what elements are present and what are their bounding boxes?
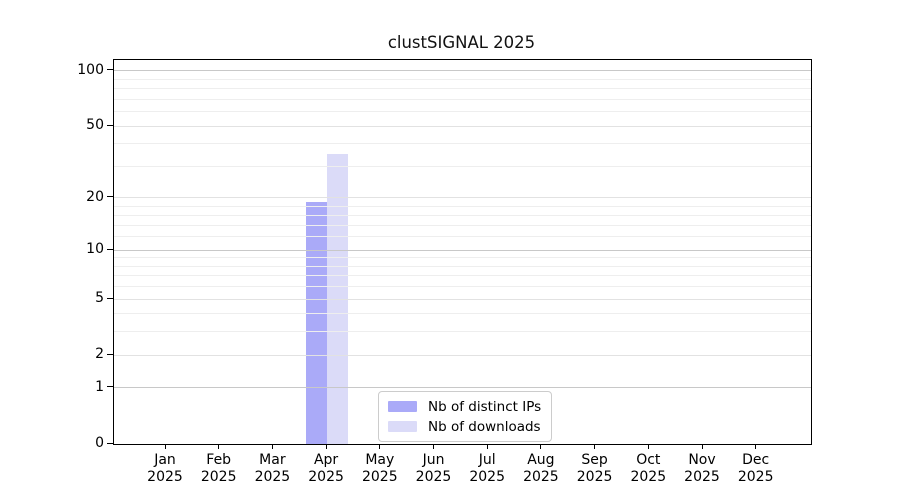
y-tick-1 xyxy=(107,386,113,388)
x-tick-label-apr: Apr 2025 xyxy=(308,452,344,485)
gridline-y-18 xyxy=(114,205,811,207)
gridline-y-6 xyxy=(114,286,811,288)
gridline-y-9 xyxy=(114,257,811,259)
x-tick-oct xyxy=(647,444,649,449)
gridline-y-70 xyxy=(114,98,811,100)
gridline-y-20 xyxy=(114,197,811,199)
gridline-y-90 xyxy=(114,78,811,80)
x-tick-label-nov: Nov 2025 xyxy=(684,452,720,485)
x-tick-label-jun: Jun 2025 xyxy=(415,452,452,485)
y-tick-2 xyxy=(107,353,113,355)
x-tick-label-dec: Dec 2025 xyxy=(737,452,774,485)
y-tick-100 xyxy=(107,69,113,71)
y-tick-label-20: 20 xyxy=(86,188,104,205)
x-tick-label-mar: Mar 2025 xyxy=(254,452,291,485)
x-tick-label-aug: Aug 2025 xyxy=(523,452,559,485)
y-tick-label-100: 100 xyxy=(77,61,104,78)
gridline-y-3 xyxy=(114,331,811,333)
legend-item-downloads: Nb of downloads xyxy=(388,418,541,435)
gridline-y-14 xyxy=(114,224,811,226)
gridline-y-4 xyxy=(114,313,811,315)
gridline-y-5 xyxy=(114,298,811,300)
y-tick-0 xyxy=(107,442,113,444)
gridline-y-16 xyxy=(114,214,811,216)
y-tick-20 xyxy=(107,196,113,198)
x-tick-may xyxy=(379,444,381,449)
y-tick-50 xyxy=(107,124,113,126)
x-tick-jul xyxy=(486,444,488,449)
gridline-y-60 xyxy=(114,111,811,113)
x-tick-jan xyxy=(164,444,166,449)
y-tick-label-0: 0 xyxy=(95,435,104,451)
x-tick-dec xyxy=(755,444,757,449)
x-tick-label-sep: Sep 2025 xyxy=(576,452,613,485)
legend-label-downloads: Nb of downloads xyxy=(428,418,541,435)
gridline-y-7 xyxy=(114,275,811,277)
y-tick-label-1: 1 xyxy=(95,378,104,395)
gridlines-layer xyxy=(114,60,811,444)
legend: Nb of distinct IPs Nb of downloads xyxy=(378,391,553,442)
gridline-y-1 xyxy=(114,387,811,389)
y-tick-10 xyxy=(107,248,113,250)
x-tick-aug xyxy=(540,444,542,449)
x-tick-label-feb: Feb 2025 xyxy=(200,452,237,485)
gridline-y-50 xyxy=(114,125,811,127)
x-tick-mar xyxy=(271,444,273,449)
gridline-y-2 xyxy=(114,354,811,356)
x-tick-label-may: May 2025 xyxy=(361,452,398,485)
gridline-y-80 xyxy=(114,88,811,90)
chart-title: clustSIGNAL 2025 xyxy=(387,33,536,52)
plot-area xyxy=(113,59,812,445)
legend-item-distinct-ips: Nb of distinct IPs xyxy=(388,398,541,415)
x-tick-label-jan: Jan 2025 xyxy=(147,452,183,485)
x-tick-label-oct: Oct 2025 xyxy=(630,452,667,485)
y-tick-label-2: 2 xyxy=(95,346,104,363)
gridline-y-10 xyxy=(114,249,811,251)
x-tick-sep xyxy=(594,444,596,449)
x-tick-label-jul: Jul 2025 xyxy=(469,452,505,485)
legend-swatch-downloads-icon xyxy=(388,421,417,432)
x-tick-jun xyxy=(433,444,434,449)
y-tick-label-10: 10 xyxy=(86,241,104,258)
gridline-y-40 xyxy=(114,143,811,145)
legend-label-distinct-ips: Nb of distinct IPs xyxy=(428,398,542,415)
y-tick-label-5: 5 xyxy=(95,290,104,307)
bar-distinct-ips-apr xyxy=(306,201,328,444)
x-tick-nov xyxy=(701,444,703,449)
y-tick-label-50: 50 xyxy=(86,117,104,134)
gridline-y-30 xyxy=(114,165,811,167)
x-tick-feb xyxy=(218,444,220,449)
gridline-y-8 xyxy=(114,265,811,267)
gridline-y-100 xyxy=(114,70,811,72)
x-tick-apr xyxy=(325,444,327,449)
gridline-y-12 xyxy=(114,236,811,238)
y-tick-5 xyxy=(107,297,113,299)
legend-swatch-distinct-ips-icon xyxy=(388,401,417,412)
